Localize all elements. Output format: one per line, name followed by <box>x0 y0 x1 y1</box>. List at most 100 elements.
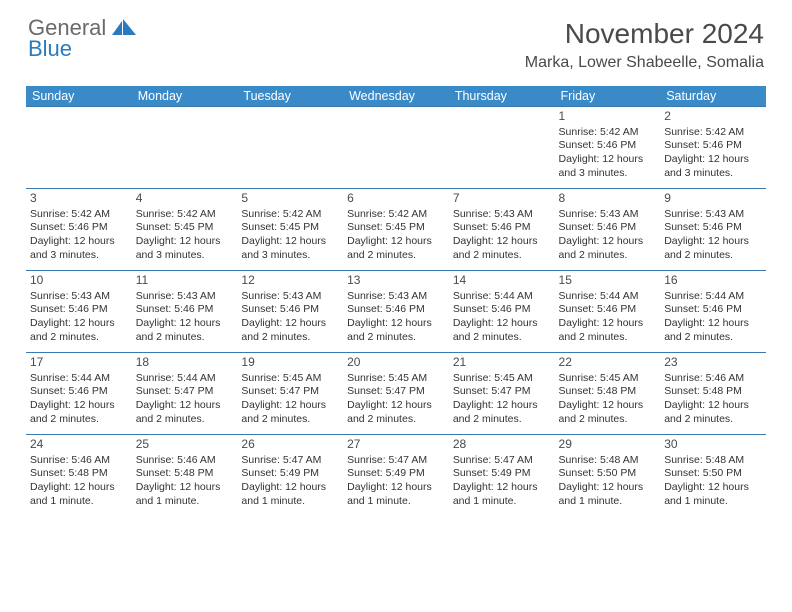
title-block: November 2024 Marka, Lower Shabeelle, So… <box>525 18 764 72</box>
day-info: Sunrise: 5:42 AMSunset: 5:46 PMDaylight:… <box>664 126 762 181</box>
day-info: Sunrise: 5:44 AMSunset: 5:46 PMDaylight:… <box>453 290 551 345</box>
calendar-day-cell: 5Sunrise: 5:42 AMSunset: 5:45 PMDaylight… <box>237 189 343 271</box>
calendar-day-cell: 27Sunrise: 5:47 AMSunset: 5:49 PMDayligh… <box>343 435 449 517</box>
day-number: 4 <box>136 191 234 207</box>
day-info: Sunrise: 5:47 AMSunset: 5:49 PMDaylight:… <box>453 454 551 509</box>
calendar-body: 1Sunrise: 5:42 AMSunset: 5:46 PMDaylight… <box>26 107 766 517</box>
calendar-day-cell: 22Sunrise: 5:45 AMSunset: 5:48 PMDayligh… <box>555 353 661 435</box>
calendar-day-cell: 17Sunrise: 5:44 AMSunset: 5:46 PMDayligh… <box>26 353 132 435</box>
weekday-header: Saturday <box>660 86 766 107</box>
day-info: Sunrise: 5:43 AMSunset: 5:46 PMDaylight:… <box>664 208 762 263</box>
day-number: 6 <box>347 191 445 207</box>
day-info: Sunrise: 5:43 AMSunset: 5:46 PMDaylight:… <box>453 208 551 263</box>
day-info: Sunrise: 5:44 AMSunset: 5:46 PMDaylight:… <box>559 290 657 345</box>
logo-flag-icon <box>112 19 136 35</box>
day-number: 13 <box>347 273 445 289</box>
day-info: Sunrise: 5:45 AMSunset: 5:47 PMDaylight:… <box>241 372 339 427</box>
calendar-day-cell: 15Sunrise: 5:44 AMSunset: 5:46 PMDayligh… <box>555 271 661 353</box>
day-info: Sunrise: 5:47 AMSunset: 5:49 PMDaylight:… <box>347 454 445 509</box>
calendar-day-cell: 8Sunrise: 5:43 AMSunset: 5:46 PMDaylight… <box>555 189 661 271</box>
day-info: Sunrise: 5:43 AMSunset: 5:46 PMDaylight:… <box>347 290 445 345</box>
day-number: 27 <box>347 437 445 453</box>
day-number: 21 <box>453 355 551 371</box>
calendar-day-cell: 28Sunrise: 5:47 AMSunset: 5:49 PMDayligh… <box>449 435 555 517</box>
weekday-header: Sunday <box>26 86 132 107</box>
day-info: Sunrise: 5:43 AMSunset: 5:46 PMDaylight:… <box>136 290 234 345</box>
weekday-header: Wednesday <box>343 86 449 107</box>
calendar-day-cell <box>449 107 555 189</box>
calendar-table: SundayMondayTuesdayWednesdayThursdayFrid… <box>26 86 766 517</box>
calendar-week-row: 24Sunrise: 5:46 AMSunset: 5:48 PMDayligh… <box>26 435 766 517</box>
day-number: 9 <box>664 191 762 207</box>
calendar-day-cell <box>343 107 449 189</box>
day-info: Sunrise: 5:48 AMSunset: 5:50 PMDaylight:… <box>664 454 762 509</box>
weekday-header: Friday <box>555 86 661 107</box>
day-number: 1 <box>559 109 657 125</box>
day-number: 29 <box>559 437 657 453</box>
calendar-day-cell: 14Sunrise: 5:44 AMSunset: 5:46 PMDayligh… <box>449 271 555 353</box>
calendar-header-row: SundayMondayTuesdayWednesdayThursdayFrid… <box>26 86 766 107</box>
day-number: 20 <box>347 355 445 371</box>
day-number: 5 <box>241 191 339 207</box>
weekday-header: Monday <box>132 86 238 107</box>
day-number: 10 <box>30 273 128 289</box>
day-number: 17 <box>30 355 128 371</box>
logo: General Blue <box>28 18 136 60</box>
day-info: Sunrise: 5:45 AMSunset: 5:48 PMDaylight:… <box>559 372 657 427</box>
calendar-week-row: 1Sunrise: 5:42 AMSunset: 5:46 PMDaylight… <box>26 107 766 189</box>
calendar-week-row: 3Sunrise: 5:42 AMSunset: 5:46 PMDaylight… <box>26 189 766 271</box>
calendar-day-cell: 3Sunrise: 5:42 AMSunset: 5:46 PMDaylight… <box>26 189 132 271</box>
day-info: Sunrise: 5:46 AMSunset: 5:48 PMDaylight:… <box>136 454 234 509</box>
calendar-day-cell: 10Sunrise: 5:43 AMSunset: 5:46 PMDayligh… <box>26 271 132 353</box>
day-number: 2 <box>664 109 762 125</box>
day-number: 24 <box>30 437 128 453</box>
calendar-day-cell: 6Sunrise: 5:42 AMSunset: 5:45 PMDaylight… <box>343 189 449 271</box>
day-info: Sunrise: 5:42 AMSunset: 5:46 PMDaylight:… <box>559 126 657 181</box>
day-info: Sunrise: 5:44 AMSunset: 5:47 PMDaylight:… <box>136 372 234 427</box>
calendar-day-cell <box>132 107 238 189</box>
location: Marka, Lower Shabeelle, Somalia <box>525 54 764 72</box>
day-info: Sunrise: 5:43 AMSunset: 5:46 PMDaylight:… <box>559 208 657 263</box>
calendar-day-cell: 4Sunrise: 5:42 AMSunset: 5:45 PMDaylight… <box>132 189 238 271</box>
day-number: 30 <box>664 437 762 453</box>
day-info: Sunrise: 5:46 AMSunset: 5:48 PMDaylight:… <box>30 454 128 509</box>
day-number: 14 <box>453 273 551 289</box>
day-info: Sunrise: 5:42 AMSunset: 5:45 PMDaylight:… <box>136 208 234 263</box>
calendar-day-cell: 12Sunrise: 5:43 AMSunset: 5:46 PMDayligh… <box>237 271 343 353</box>
calendar-day-cell: 24Sunrise: 5:46 AMSunset: 5:48 PMDayligh… <box>26 435 132 517</box>
calendar-day-cell: 30Sunrise: 5:48 AMSunset: 5:50 PMDayligh… <box>660 435 766 517</box>
day-info: Sunrise: 5:45 AMSunset: 5:47 PMDaylight:… <box>347 372 445 427</box>
day-info: Sunrise: 5:44 AMSunset: 5:46 PMDaylight:… <box>664 290 762 345</box>
day-info: Sunrise: 5:48 AMSunset: 5:50 PMDaylight:… <box>559 454 657 509</box>
calendar-day-cell: 9Sunrise: 5:43 AMSunset: 5:46 PMDaylight… <box>660 189 766 271</box>
calendar-week-row: 17Sunrise: 5:44 AMSunset: 5:46 PMDayligh… <box>26 353 766 435</box>
day-info: Sunrise: 5:42 AMSunset: 5:45 PMDaylight:… <box>241 208 339 263</box>
day-number: 8 <box>559 191 657 207</box>
day-number: 26 <box>241 437 339 453</box>
month-title: November 2024 <box>525 18 764 50</box>
day-info: Sunrise: 5:43 AMSunset: 5:46 PMDaylight:… <box>241 290 339 345</box>
logo-line2: Blue <box>28 36 72 61</box>
calendar-day-cell: 11Sunrise: 5:43 AMSunset: 5:46 PMDayligh… <box>132 271 238 353</box>
day-info: Sunrise: 5:46 AMSunset: 5:48 PMDaylight:… <box>664 372 762 427</box>
day-number: 3 <box>30 191 128 207</box>
calendar-day-cell: 20Sunrise: 5:45 AMSunset: 5:47 PMDayligh… <box>343 353 449 435</box>
calendar-day-cell <box>237 107 343 189</box>
weekday-header: Tuesday <box>237 86 343 107</box>
day-number: 11 <box>136 273 234 289</box>
calendar-day-cell: 26Sunrise: 5:47 AMSunset: 5:49 PMDayligh… <box>237 435 343 517</box>
day-number: 7 <box>453 191 551 207</box>
day-info: Sunrise: 5:44 AMSunset: 5:46 PMDaylight:… <box>30 372 128 427</box>
calendar-day-cell: 16Sunrise: 5:44 AMSunset: 5:46 PMDayligh… <box>660 271 766 353</box>
logo-text: General Blue <box>28 18 136 60</box>
weekday-header: Thursday <box>449 86 555 107</box>
header: General Blue November 2024 Marka, Lower … <box>0 0 792 78</box>
calendar-day-cell: 23Sunrise: 5:46 AMSunset: 5:48 PMDayligh… <box>660 353 766 435</box>
day-number: 25 <box>136 437 234 453</box>
calendar-day-cell: 18Sunrise: 5:44 AMSunset: 5:47 PMDayligh… <box>132 353 238 435</box>
day-number: 16 <box>664 273 762 289</box>
day-number: 19 <box>241 355 339 371</box>
day-number: 28 <box>453 437 551 453</box>
day-info: Sunrise: 5:47 AMSunset: 5:49 PMDaylight:… <box>241 454 339 509</box>
calendar-day-cell: 13Sunrise: 5:43 AMSunset: 5:46 PMDayligh… <box>343 271 449 353</box>
